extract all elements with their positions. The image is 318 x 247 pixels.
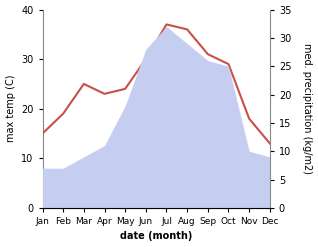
Y-axis label: med. precipitation (kg/m2): med. precipitation (kg/m2)	[302, 43, 313, 174]
Y-axis label: max temp (C): max temp (C)	[5, 75, 16, 143]
X-axis label: date (month): date (month)	[120, 231, 192, 242]
